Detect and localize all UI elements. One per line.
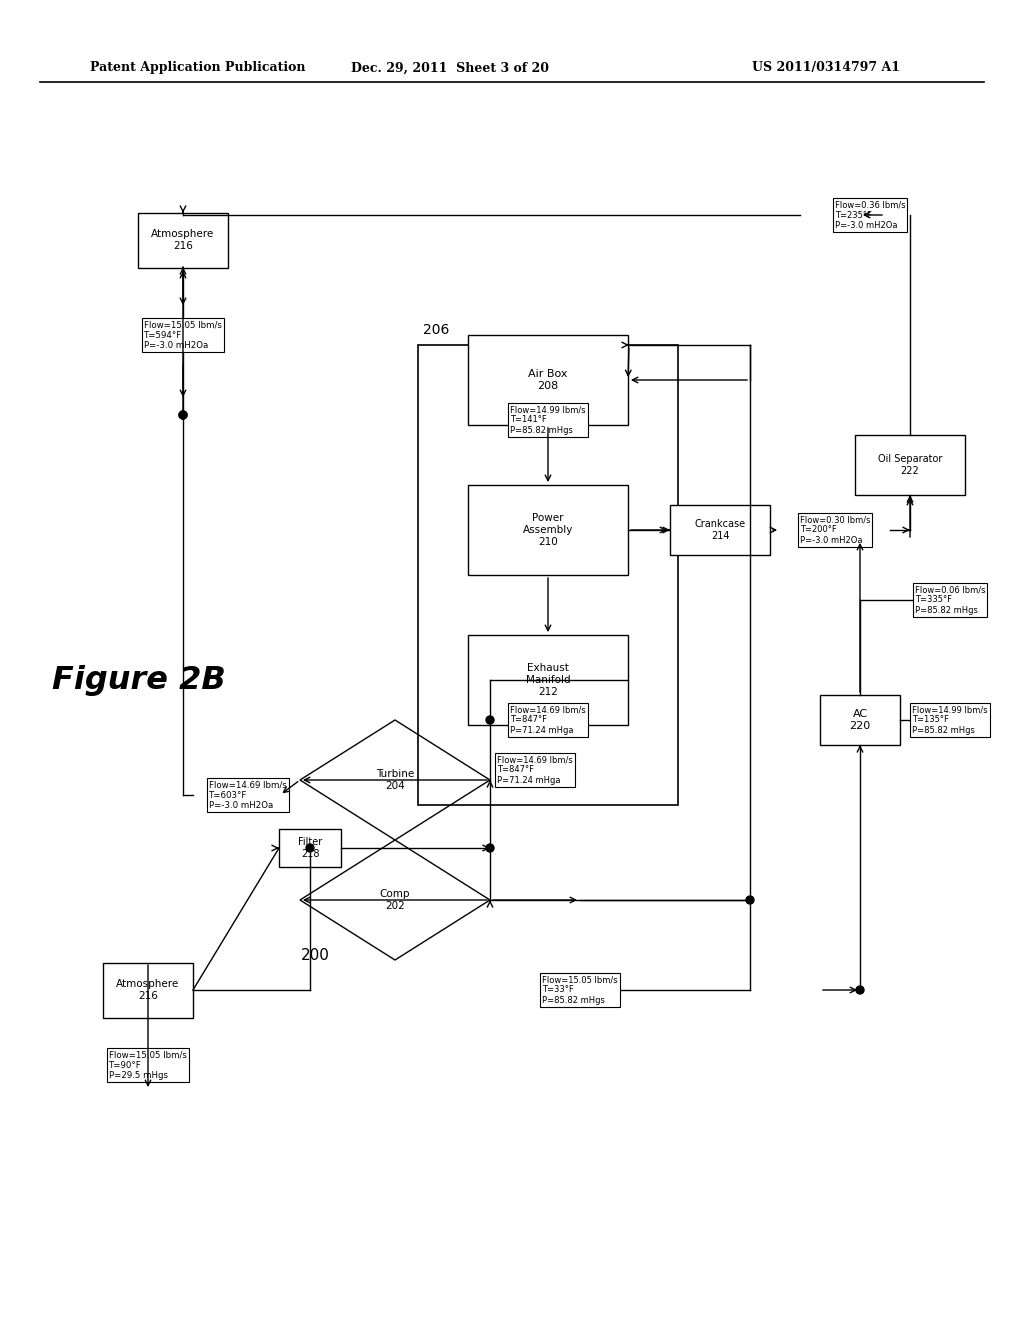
Text: Patent Application Publication: Patent Application Publication: [90, 62, 305, 74]
Polygon shape: [300, 840, 490, 960]
Circle shape: [486, 715, 494, 723]
Bar: [468, 335, 628, 425]
Text: Flow=15.05 lbm/s
T=594°F
P=-3.0 mH2Oa: Flow=15.05 lbm/s T=594°F P=-3.0 mH2Oa: [144, 321, 222, 350]
Text: Atmosphere
216: Atmosphere 216: [152, 230, 215, 251]
Text: 206: 206: [423, 323, 450, 337]
Text: Flow=0.30 lbm/s
T=200°F
P=-3.0 mH2Oa: Flow=0.30 lbm/s T=200°F P=-3.0 mH2Oa: [800, 515, 870, 545]
Text: Atmosphere
216: Atmosphere 216: [117, 979, 179, 1001]
Text: Filter
218: Filter 218: [298, 837, 323, 859]
Bar: [138, 213, 228, 268]
Text: 200: 200: [301, 948, 330, 962]
Bar: [855, 436, 965, 495]
Text: US 2011/0314797 A1: US 2011/0314797 A1: [752, 62, 900, 74]
Text: Flow=14.69 lbm/s
T=847°F
P=71.24 mHga: Flow=14.69 lbm/s T=847°F P=71.24 mHga: [497, 755, 572, 785]
Text: Flow=14.99 lbm/s
T=135°F
P=85.82 mHgs: Flow=14.99 lbm/s T=135°F P=85.82 mHgs: [912, 705, 988, 735]
Bar: [418, 345, 678, 805]
Circle shape: [746, 896, 754, 904]
Text: Flow=14.69 lbm/s
T=603°F
P=-3.0 mH2Oa: Flow=14.69 lbm/s T=603°F P=-3.0 mH2Oa: [209, 780, 287, 810]
Text: Flow=0.36 lbm/s
T=235°F
P=-3.0 mH2Oa: Flow=0.36 lbm/s T=235°F P=-3.0 mH2Oa: [835, 201, 905, 230]
Circle shape: [856, 986, 864, 994]
Polygon shape: [300, 719, 490, 840]
Text: Flow=14.69 lbm/s
T=847°F
P=71.24 mHga: Flow=14.69 lbm/s T=847°F P=71.24 mHga: [510, 705, 586, 735]
Text: Oil Separator
222: Oil Separator 222: [878, 454, 942, 475]
Circle shape: [179, 411, 187, 418]
Bar: [468, 635, 628, 725]
Text: Power
Assembly
210: Power Assembly 210: [523, 513, 573, 546]
Bar: [670, 506, 770, 554]
Text: AC
220: AC 220: [849, 709, 870, 731]
Text: Comp
202: Comp 202: [380, 890, 411, 911]
Text: Figure 2B: Figure 2B: [52, 664, 225, 696]
Text: Dec. 29, 2011  Sheet 3 of 20: Dec. 29, 2011 Sheet 3 of 20: [351, 62, 549, 74]
Circle shape: [486, 843, 494, 851]
Text: Air Box
208: Air Box 208: [528, 370, 567, 391]
Bar: [103, 962, 193, 1018]
Bar: [279, 829, 341, 867]
Text: Flow=15.05 lbm/s
T=33°F
P=85.82 mHgs: Flow=15.05 lbm/s T=33°F P=85.82 mHgs: [542, 975, 617, 1005]
Text: Crankcase
214: Crankcase 214: [694, 519, 745, 541]
Circle shape: [179, 411, 187, 418]
Circle shape: [306, 843, 314, 851]
Text: Turbine
204: Turbine 204: [376, 770, 414, 791]
Text: Flow=0.06 lbm/s
T=335°F
P=85.82 mHgs: Flow=0.06 lbm/s T=335°F P=85.82 mHgs: [914, 585, 985, 615]
Text: Flow=15.05 lbm/s
T=90°F
P=29.5 mHgs: Flow=15.05 lbm/s T=90°F P=29.5 mHgs: [110, 1051, 187, 1080]
Text: Exhaust
Manifold
212: Exhaust Manifold 212: [525, 664, 570, 697]
Text: Flow=14.99 lbm/s
T=141°F
P=85.82 mHgs: Flow=14.99 lbm/s T=141°F P=85.82 mHgs: [510, 405, 586, 434]
Bar: [468, 484, 628, 576]
Bar: [820, 696, 900, 744]
